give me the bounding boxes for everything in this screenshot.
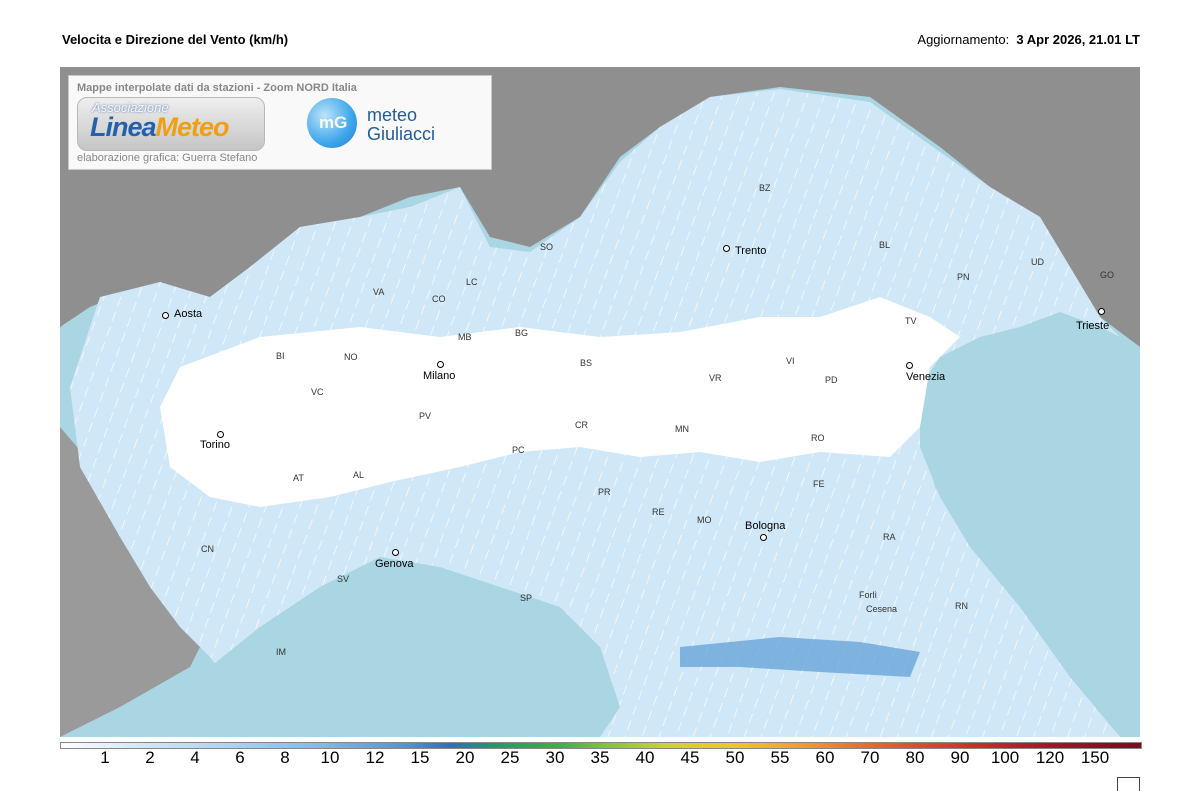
province-label: PD <box>825 375 838 385</box>
province-label: VR <box>709 373 722 383</box>
province-label: MO <box>697 515 712 525</box>
logo-wordmark: LineaMeteo <box>90 112 230 142</box>
scale-tick-label: 6 <box>235 748 245 767</box>
province-label: TV <box>905 316 917 326</box>
map-title: Velocita e Direzione del Vento (km/h) <box>62 32 289 47</box>
scale-tick-label: 10 <box>320 748 340 767</box>
province-label: VI <box>786 356 795 366</box>
city-label: Trieste <box>1076 320 1110 332</box>
scale-tick-label: 12 <box>365 748 385 767</box>
province-label: AL <box>353 470 365 480</box>
province-label: BL <box>879 240 891 250</box>
province-label: BI <box>276 351 285 361</box>
scale-tick-label: 55 <box>770 748 790 767</box>
scale-tick-label: 90 <box>950 748 970 767</box>
city-marker <box>760 534 767 541</box>
city-label: Trento <box>735 245 767 257</box>
scale-tick-label: 2 <box>145 748 155 767</box>
meteogiuliacci-logo-text: meteo Giuliacci <box>367 105 436 144</box>
city-label: Milano <box>423 370 456 382</box>
province-label: PV <box>419 411 432 421</box>
province-label: SO <box>540 242 554 252</box>
scale-tick-label: 100 <box>990 748 1020 767</box>
scale-tick-label: 1 <box>100 748 110 767</box>
scale-tick-label: 30 <box>545 748 565 767</box>
province-label: NO <box>344 352 358 362</box>
city-marker <box>162 312 169 319</box>
province-label: SP <box>520 593 533 603</box>
scale-tick-label: 120 <box>1035 748 1065 767</box>
credit-title: Mappe interpolate dati da stazioni - Zoo… <box>77 82 357 94</box>
color-scale-bar <box>60 742 1142 749</box>
credit-panel: Mappe interpolate dati da stazioni - Zoo… <box>68 75 492 170</box>
province-label: SV <box>337 574 350 584</box>
scale-tick-label: 40 <box>635 748 655 767</box>
scale-tick-label: 60 <box>815 748 835 767</box>
province-label: AT <box>293 473 304 483</box>
province-label: BG <box>515 328 529 338</box>
scale-tick-label: 45 <box>680 748 700 767</box>
province-label: CR <box>575 420 588 430</box>
scale-tick-label: 80 <box>905 748 925 767</box>
credit-author: elaborazione grafica: Guerra Stefano <box>77 152 258 164</box>
province-label: VC <box>311 387 324 397</box>
city-marker <box>1098 308 1105 315</box>
scale-tick-label: 25 <box>500 748 520 767</box>
city-marker <box>437 361 444 368</box>
province-label: PC <box>512 445 525 455</box>
city-label: Aosta <box>174 308 203 320</box>
scale-tick-label: 70 <box>860 748 880 767</box>
scale-tick-label: 4 <box>190 748 200 767</box>
scale-tick-label: 50 <box>725 748 745 767</box>
city-marker <box>723 245 730 252</box>
city-label: Torino <box>200 439 230 451</box>
city-label: Bologna <box>745 520 786 532</box>
scale-tick-label: 15 <box>410 748 430 767</box>
wind-map <box>60 67 1140 737</box>
corner-box <box>1117 777 1140 791</box>
province-label: VA <box>373 287 385 297</box>
province-label: PN <box>957 272 970 282</box>
scale-tick-label: 150 <box>1080 748 1110 767</box>
province-label: PR <box>598 487 611 497</box>
city-marker <box>217 431 224 438</box>
province-label: Forlì <box>859 590 877 600</box>
update-value: 3 Apr 2026, 21.01 LT <box>1016 32 1140 47</box>
scale-tick-label: 8 <box>280 748 290 767</box>
meteogiuliacci-logo-icon: mG <box>307 98 357 148</box>
province-label: RA <box>883 532 896 542</box>
lineameteo-logo: Associazione LineaMeteo <box>77 97 265 151</box>
update-label: Aggiornamento: <box>917 32 1010 47</box>
scale-tick-label: 35 <box>590 748 610 767</box>
logo-subtitle: Associazione <box>92 100 169 115</box>
color-scale-ticks: 1 2 4 6 8 10 12 15 20 25 30 35 40 45 50 55 60 70 80 90 100 12… <box>60 748 1140 768</box>
city-marker <box>392 549 399 556</box>
province-label: MN <box>675 424 689 434</box>
scale-tick-label: 20 <box>455 748 475 767</box>
city-label: Venezia <box>906 371 946 383</box>
province-label: RE <box>652 507 665 517</box>
province-label: RO <box>811 433 825 443</box>
province-label: MB <box>458 332 472 342</box>
province-label: LC <box>466 277 478 287</box>
province-label: IM <box>276 647 286 657</box>
province-label: GO <box>1100 270 1115 280</box>
city-label: Genova <box>375 558 414 570</box>
update-info: Aggiornamento: 3 Apr 2026, 21.01 LT <box>917 32 1140 47</box>
province-label: CO <box>432 294 446 304</box>
province-label: BZ <box>759 183 771 193</box>
province-label: Cesena <box>866 604 898 614</box>
province-label: CN <box>201 544 214 554</box>
province-label: RN <box>955 601 968 611</box>
province-label: UD <box>1031 257 1044 267</box>
province-label: FE <box>813 479 825 489</box>
city-marker <box>906 362 913 369</box>
province-label: BS <box>580 358 593 368</box>
